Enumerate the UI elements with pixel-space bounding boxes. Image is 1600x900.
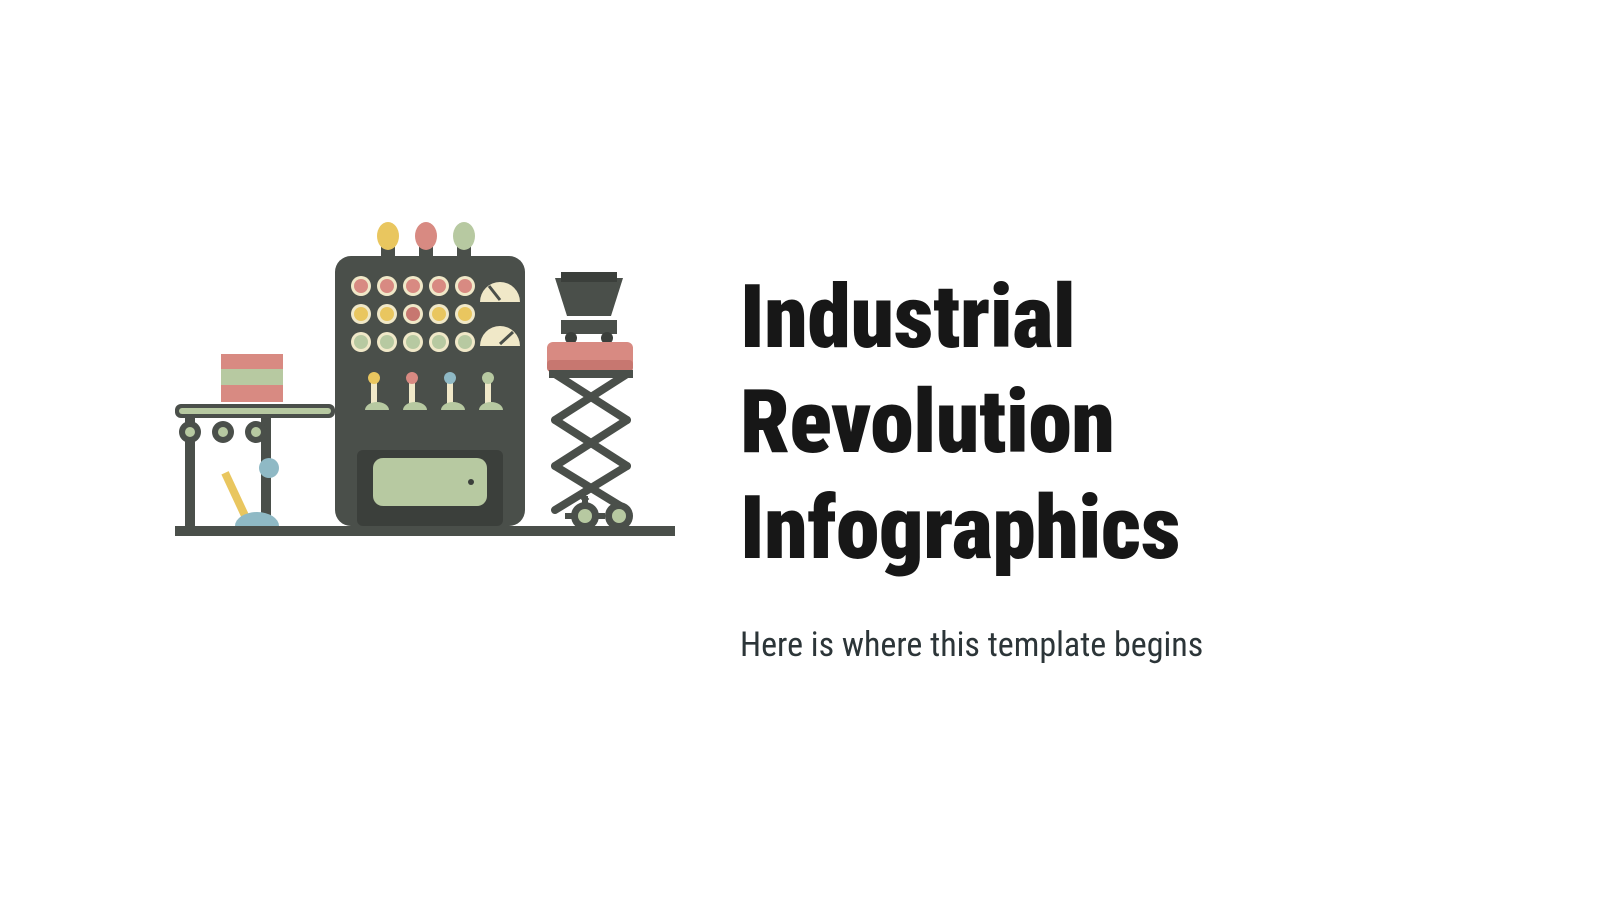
text-area: Industrial Revolution Infographics Here …	[740, 235, 1600, 666]
title-line-2: Revolution	[740, 371, 1114, 474]
title-line-3: Infographics	[740, 477, 1180, 580]
bulb-icon	[453, 222, 475, 258]
slide-subtitle: Here is where this template begins	[740, 625, 1480, 665]
bulb-icon	[415, 222, 437, 258]
slide-title: Industrial Revolution Infographics	[740, 265, 1480, 582]
industrial-machine-icon	[175, 220, 695, 560]
title-line-1: Industrial	[740, 266, 1075, 369]
illustration-area	[0, 0, 740, 900]
slide: Industrial Revolution Infographics Here …	[0, 0, 1600, 900]
bulb-icon	[377, 222, 399, 258]
